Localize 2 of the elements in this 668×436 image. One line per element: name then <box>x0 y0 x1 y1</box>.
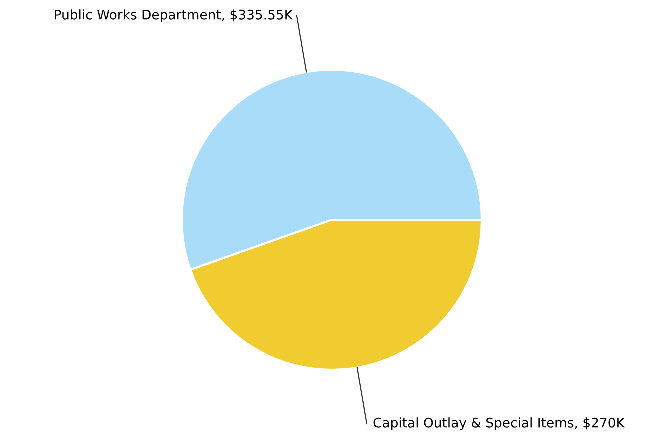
slice-label: Capital Outlay & Special Items, $270K <box>374 418 626 430</box>
slice-label: Public Works Department, $335.55K <box>55 10 294 22</box>
